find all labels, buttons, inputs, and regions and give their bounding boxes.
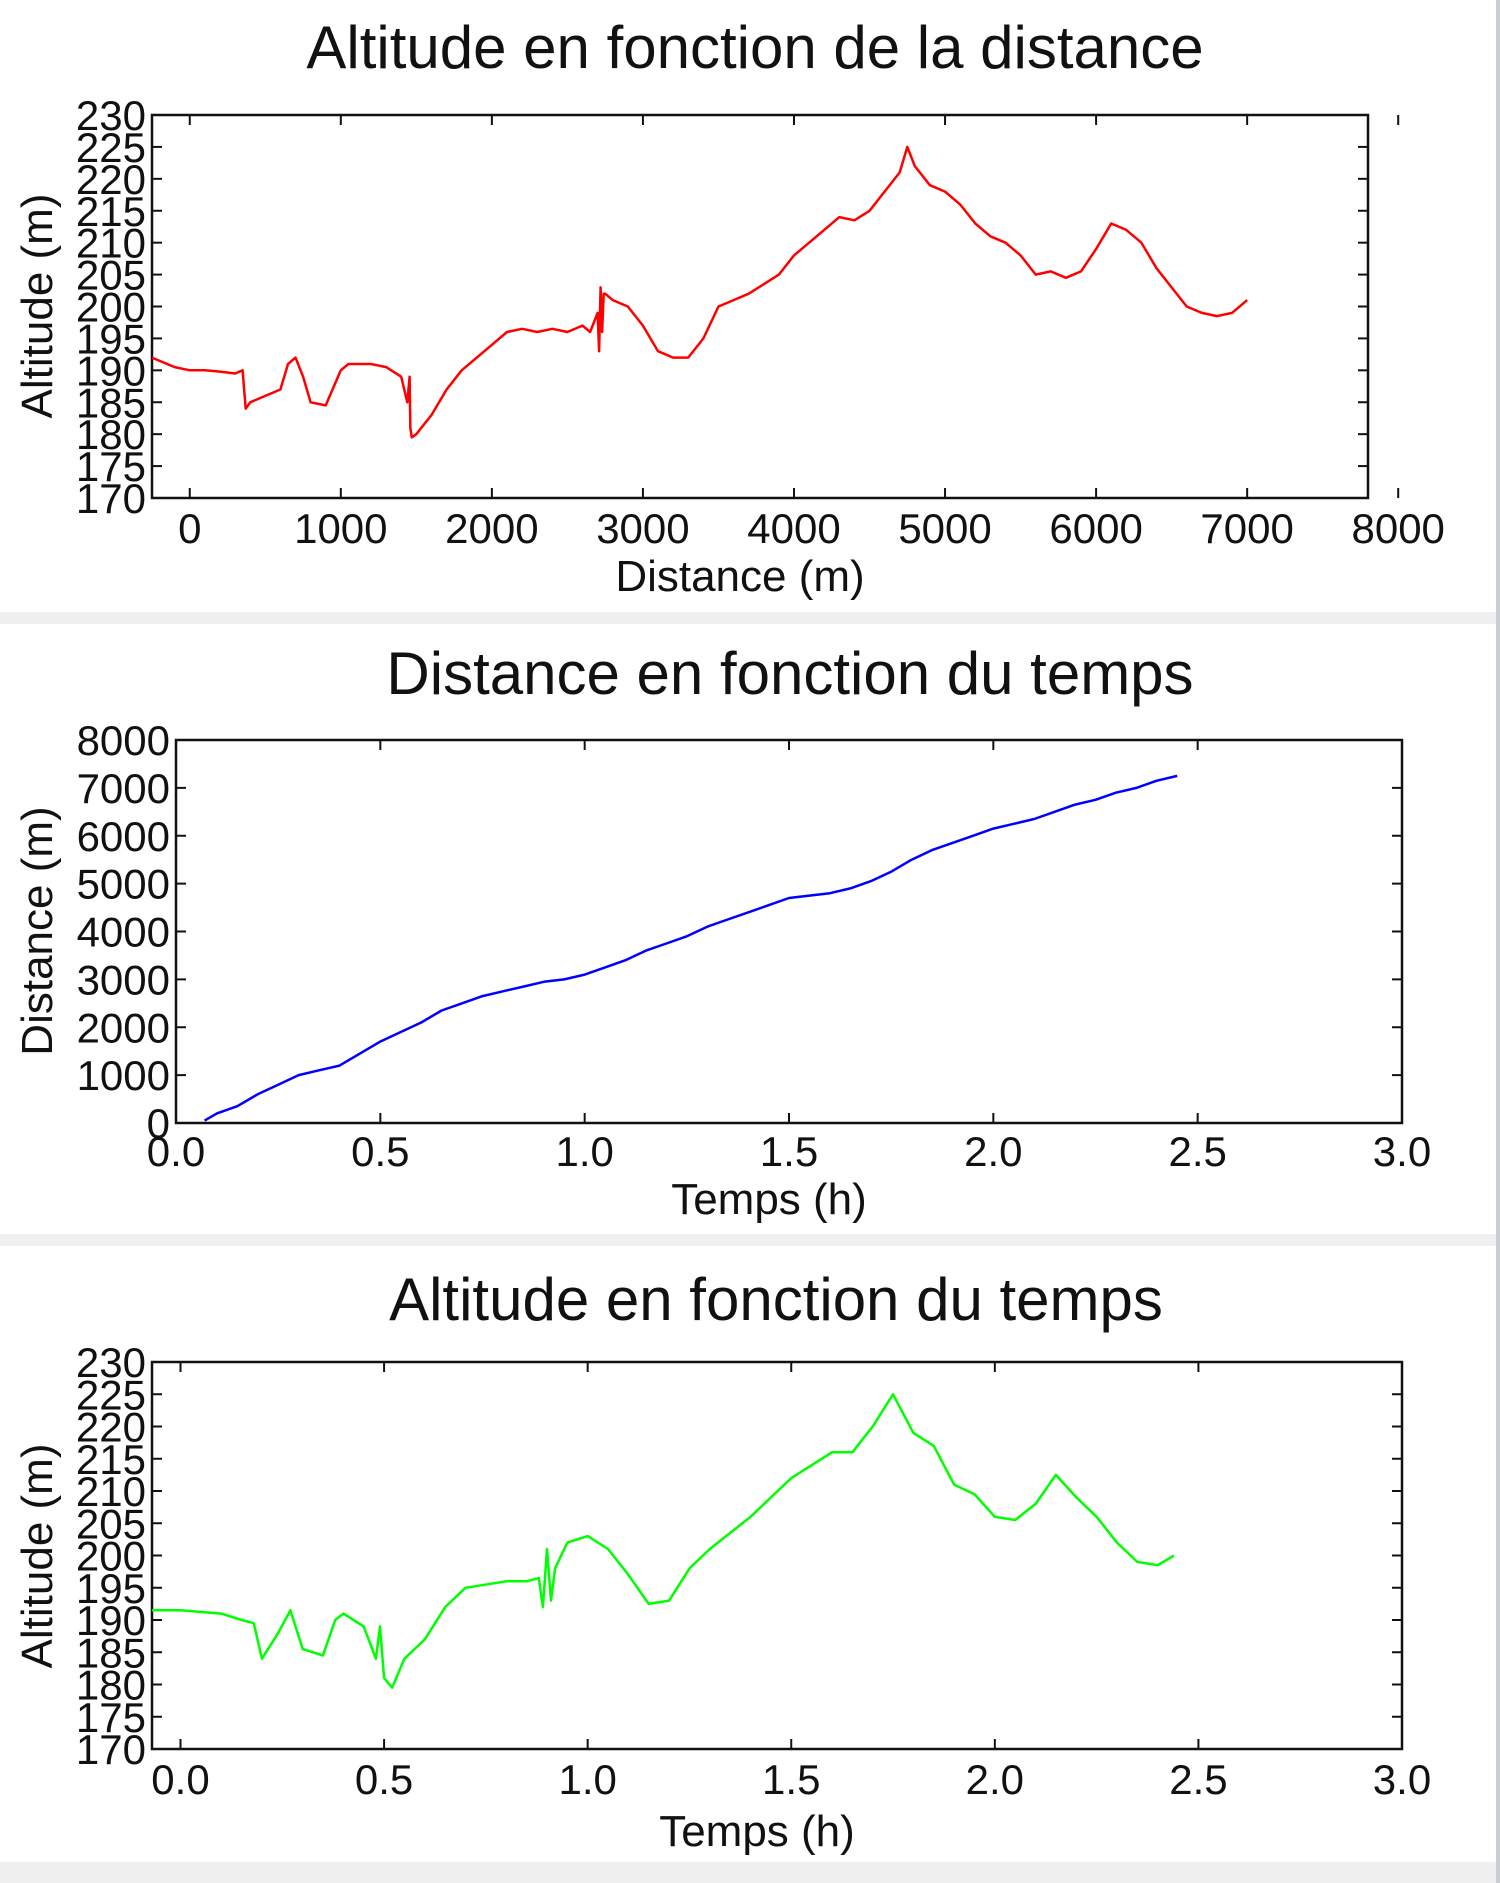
y-tick-label: 170 — [76, 1726, 146, 1773]
x-tick-label: 1.5 — [762, 1756, 820, 1803]
panel-separator — [0, 1234, 1496, 1246]
y-tick-label: 190 — [76, 1597, 146, 1644]
x-tick-label: 0.0 — [151, 1756, 209, 1803]
x-tick-label: 6000 — [1049, 505, 1142, 552]
window-edge — [1496, 0, 1500, 1883]
y-tick-label: 195 — [76, 315, 146, 362]
x-tick-label: 0 — [178, 505, 201, 552]
x-tick-label: 3.0 — [1373, 1128, 1431, 1175]
x-tick-label: 1.0 — [555, 1128, 613, 1175]
y-tick-label: 3000 — [77, 956, 170, 1003]
x-tick-label: 3000 — [596, 505, 689, 552]
y-tick-label: 2000 — [77, 1004, 170, 1051]
y-tick-label: 205 — [76, 252, 146, 299]
y-tick-label: 200 — [76, 1533, 146, 1580]
chart-distance-time: Distance en fonction du temps 01000200030… — [13, 640, 1431, 1224]
panel-separator — [0, 1862, 1496, 1883]
y-tick-label: 205 — [76, 1500, 146, 1547]
chart-title: Distance en fonction du temps — [386, 640, 1193, 707]
panel-separator — [0, 612, 1496, 624]
x-tick-label: 1.5 — [760, 1128, 818, 1175]
chart-panel-altitude-time: Altitude en fonction du temps 170 175 180 18… — [0, 1246, 1496, 1862]
x-tick-label: 5000 — [898, 505, 991, 552]
y-tick-label: 200 — [76, 284, 146, 331]
y-tick-label: 180 — [76, 411, 146, 458]
x-tick-label: 2.5 — [1169, 1756, 1227, 1803]
x-tick-label: 7000 — [1200, 505, 1293, 552]
y-tick-label: 220 — [76, 156, 146, 203]
y-tick-label: 175 — [76, 1694, 146, 1741]
x-tick-label: 2.5 — [1168, 1128, 1226, 1175]
x-tick-label: 0.0 — [147, 1128, 205, 1175]
plot-frame — [174, 738, 1404, 1125]
y-tick-label: 0 — [147, 1100, 170, 1147]
y-tick-label: 185 — [76, 379, 146, 426]
x-tick-label: 1000 — [294, 505, 387, 552]
y-tick-label: 7000 — [77, 765, 170, 812]
y-tick-label: 180 — [76, 1662, 146, 1709]
x-axis-label: Temps (h) — [671, 1175, 867, 1224]
series-line — [203, 774, 1178, 1122]
x-tick-label: 0.5 — [355, 1756, 413, 1803]
y-tick-label: 230 — [76, 1339, 146, 1386]
y-axis-label: Distance (m) — [13, 806, 62, 1055]
y-tick-label: 215 — [76, 188, 146, 235]
y-tick-label: 175 — [76, 443, 146, 490]
y-axis-label: Altitude (m) — [13, 194, 62, 419]
x-tick-label: 8000 — [1351, 505, 1444, 552]
y-tick-label: 8000 — [77, 717, 170, 764]
y-tick-label: 185 — [76, 1629, 146, 1676]
y-tick-label: 170 — [76, 475, 146, 522]
y-tick-label: 195 — [76, 1565, 146, 1612]
y-tick-label: 4000 — [77, 909, 170, 956]
chart-title: Altitude en fonction du temps — [389, 1266, 1163, 1333]
x-tick-label: 2.0 — [964, 1128, 1022, 1175]
y-tick-label: 230 — [76, 92, 146, 139]
y-axis-label: Altitude (m) — [13, 1444, 62, 1669]
y-tick-label: 225 — [76, 124, 146, 171]
y-tick-label: 190 — [76, 347, 146, 394]
x-axis-label: Temps (h) — [659, 1807, 855, 1856]
x-tick-label: 4000 — [747, 505, 840, 552]
y-tick-label: 5000 — [77, 861, 170, 908]
y-tick-label: 215 — [76, 1436, 146, 1483]
y-tick-label: 1000 — [77, 1052, 170, 1099]
plot-frame — [150, 1360, 1404, 1751]
y-tick-label: 220 — [76, 1404, 146, 1451]
x-tick-label: 3.0 — [1373, 1756, 1431, 1803]
chart-panel-distance-time: Distance en fonction du temps 0 1000 2000 30… — [0, 624, 1496, 1234]
chart-altitude-distance: Altitude en fonction de la distance 17017… — [13, 14, 1445, 601]
chart-title: Altitude en fonction de la distance — [306, 14, 1203, 81]
x-tick-label: 2000 — [445, 505, 538, 552]
x-tick-label: 0.5 — [351, 1128, 409, 1175]
y-tick-label: 210 — [76, 1468, 146, 1515]
y-tick-label: 225 — [76, 1371, 146, 1418]
x-axis-label: Distance (m) — [615, 552, 864, 601]
chart-panel-altitude-distance: Altitude en fonction de la distance 170 17… — [0, 0, 1496, 612]
x-tick-label: 1.0 — [558, 1756, 616, 1803]
series-line — [151, 145, 1249, 439]
y-tick-label: 210 — [76, 220, 146, 267]
y-tick-label: 6000 — [77, 813, 170, 860]
x-tick-label: 2.0 — [966, 1756, 1024, 1803]
chart-altitude-time: Altitude en fonction du temps 17017518018… — [13, 1266, 1431, 1856]
series-line — [152, 1393, 1175, 1689]
